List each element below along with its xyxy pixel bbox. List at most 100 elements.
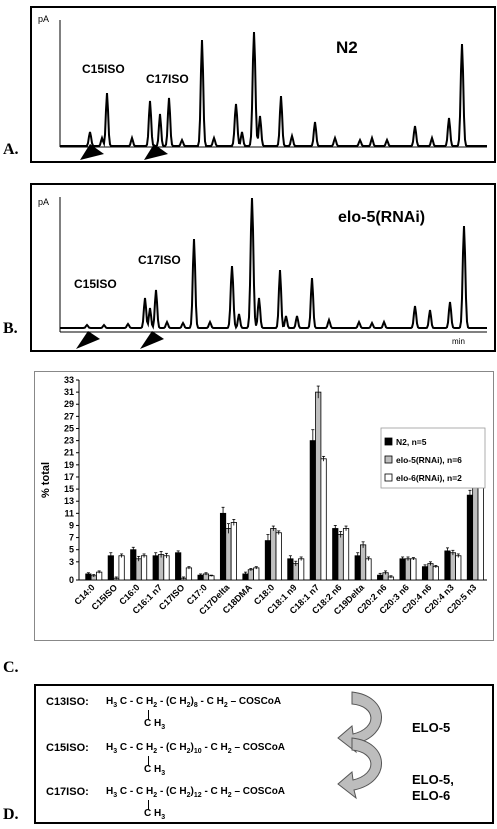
legend-swatch <box>384 455 393 464</box>
x-axis-unit-min: min <box>452 337 465 346</box>
arrow-marker-c15 <box>80 144 104 160</box>
y-tick-label: 23 <box>64 436 74 446</box>
arrow-marker-c15 <box>76 331 100 349</box>
bar <box>152 555 159 581</box>
chromatogram-title: elo-5(RNAi) <box>338 209 426 226</box>
bar <box>130 549 137 581</box>
y-tick-label: 5 <box>69 545 74 555</box>
y-tick-label: 13 <box>64 496 74 506</box>
scheme-label-c15iso: C15ISO: <box>46 742 89 754</box>
y-tick-label: 17 <box>64 472 74 482</box>
bar <box>309 440 316 581</box>
legend-swatch <box>384 473 393 482</box>
bar <box>175 552 182 581</box>
branch-methyl: C H3 <box>144 808 166 821</box>
branch-bond <box>148 710 149 720</box>
enzyme-label-elo5-comma: ELO-5, <box>412 772 454 787</box>
bar <box>315 391 322 581</box>
y-tick-label: 31 <box>64 387 74 397</box>
bar <box>275 532 282 581</box>
curved-arrow-elo5-elo6 <box>337 737 382 800</box>
legend-box <box>380 427 486 489</box>
peak-label-c15iso: C15ISO <box>74 277 117 291</box>
bar <box>477 476 484 581</box>
bar <box>163 555 170 581</box>
bar <box>208 575 215 581</box>
legend-label: N2, n=5 <box>396 437 427 447</box>
bar <box>404 558 412 581</box>
scheme-formula-c17iso: H3 C - C H2 - (C H2)12 - C H2 – COSCoA <box>106 786 286 799</box>
scheme-label-c13iso: C13ISO: <box>46 696 89 708</box>
bar-chart-frame: 0 3 5 7 9 11 13 15 17 19 21 23 25 27 29 31 33% total C14:… <box>34 371 494 641</box>
panel-letter-c: C. <box>3 659 19 676</box>
bar <box>449 552 456 581</box>
curved-arrows <box>337 691 382 800</box>
legend-swatch <box>384 437 393 446</box>
chromatogram-elo5 <box>59 197 487 349</box>
bar <box>432 566 439 581</box>
bar <box>158 554 165 581</box>
bar <box>140 555 148 581</box>
bar <box>247 569 254 581</box>
bar <box>365 558 372 581</box>
branch-bond <box>148 756 149 766</box>
legend-label: elo-5(RNAi), n=6 <box>396 455 462 465</box>
chromatogram-elo5-frame: pA elo-5(RNAi) C15ISO C17ISO min <box>30 183 496 352</box>
y-axis-label-pa: pA <box>38 14 50 24</box>
bar <box>287 558 294 581</box>
bar <box>332 528 339 581</box>
bar <box>410 558 417 581</box>
panel-letter-b: B. <box>3 320 18 337</box>
bar <box>320 458 327 581</box>
scheme-formula-c15iso: H3 C - C H2 - (C H2)10 - C H2 – COSCoA <box>106 742 286 755</box>
bar <box>421 566 429 581</box>
legend-label: elo-6(RNAi), n=2 <box>396 473 462 483</box>
bar <box>185 567 193 581</box>
peak-label-c17iso: C17ISO <box>146 72 189 86</box>
arrow-marker-c17 <box>144 144 168 160</box>
y-tick-label: 11 <box>64 508 74 518</box>
bar <box>337 534 344 581</box>
y-tick-label: 25 <box>64 423 74 433</box>
y-tick-label: 15 <box>64 484 74 494</box>
bar <box>219 512 227 581</box>
enzyme-label-elo6: ELO-6 <box>412 788 451 803</box>
bar <box>225 528 232 581</box>
y-axis-label-pa: pA <box>38 197 50 207</box>
bar <box>292 563 299 581</box>
arrow-marker-c17 <box>140 331 164 349</box>
bar <box>360 544 367 581</box>
elongation-scheme-frame: C13ISO: H3 C - C H2 - (C H2)8 - C H2 – C… <box>34 684 494 824</box>
bar <box>466 494 474 581</box>
bar <box>444 550 451 581</box>
y-tick-label: 21 <box>64 448 74 458</box>
bar <box>427 563 434 581</box>
panel-letter-a: A. <box>3 141 19 158</box>
bar <box>399 558 406 581</box>
chromatogram-n2 <box>59 20 487 160</box>
bar <box>135 558 142 581</box>
bar <box>472 482 479 581</box>
y-tick-label: 19 <box>64 460 74 470</box>
bar <box>270 528 277 581</box>
bar <box>118 555 125 581</box>
y-tick-label: 0 <box>69 575 74 585</box>
chromatogram-n2-frame: pA N2 C15ISO C17ISO <box>30 6 496 163</box>
chromatogram-title: N2 <box>336 38 358 57</box>
y-tick-label: 7 <box>69 533 74 543</box>
bar <box>107 555 114 581</box>
peak-label-c15iso: C15ISO <box>82 62 125 76</box>
peak-label-c17iso: C17ISO <box>138 253 181 267</box>
scheme-label-c17iso: C17ISO: <box>46 786 89 798</box>
panel-letter-d: D. <box>3 806 19 823</box>
bar <box>253 567 260 581</box>
chromatogram-elo5-trace <box>60 197 487 330</box>
y-tick-label: 27 <box>64 411 74 421</box>
branch-methyl: C H3 <box>144 764 166 777</box>
bar <box>354 555 361 581</box>
chromatogram-n2-trace <box>60 31 487 148</box>
bar <box>455 555 462 581</box>
y-tick-label: 9 <box>69 520 74 530</box>
branch-bond <box>148 800 149 810</box>
